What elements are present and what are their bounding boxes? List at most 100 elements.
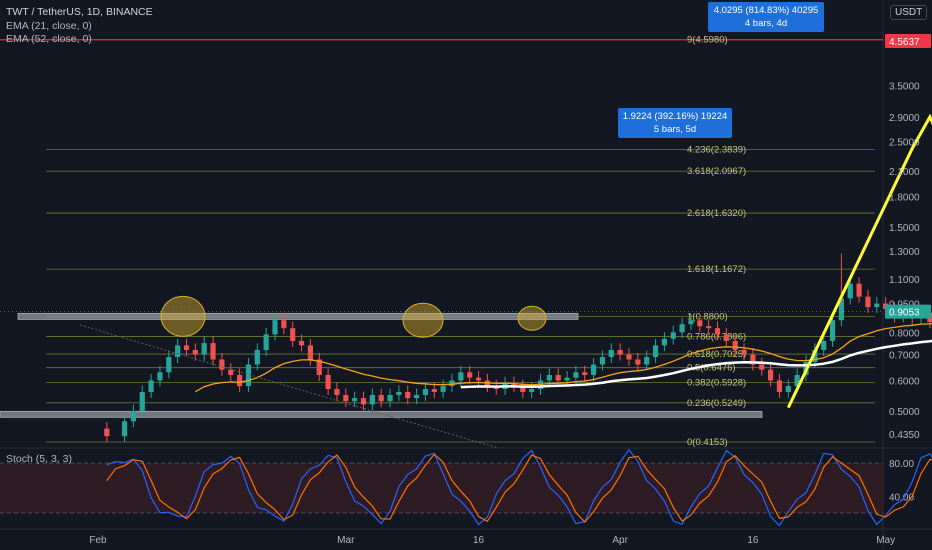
price-label: 0.8000 [889, 328, 920, 339]
candle-body [475, 377, 482, 381]
time-label: May [876, 535, 895, 546]
forecast-drawings[interactable] [79, 41, 932, 449]
candle-body [405, 391, 411, 399]
candle-body [316, 359, 322, 375]
candle-body [263, 334, 269, 350]
candle-body [219, 359, 225, 370]
candle-body [838, 298, 844, 321]
candle-body [635, 359, 641, 365]
candle-body [768, 369, 774, 381]
candle-body [670, 332, 676, 339]
ema21-legend[interactable]: EMA (21, close, 0) [6, 20, 92, 32]
candle-body [210, 343, 216, 360]
trend-line [79, 324, 499, 449]
candle-body [555, 374, 561, 381]
candle-body [467, 372, 473, 378]
stoch-legend[interactable]: Stoch (5, 3, 3) [6, 453, 72, 465]
candle-body [529, 389, 535, 392]
candle-body [183, 345, 190, 350]
candle-body [104, 428, 110, 437]
price-tag [885, 304, 931, 319]
symbol-title[interactable]: TWT / TetherUS, 1D, BINANCE [6, 6, 153, 18]
measure-label-1[interactable]: 1.9224 (392.16%) 19224 5 bars, 5d [618, 108, 732, 138]
stoch-d-line [106, 453, 932, 523]
stoch-axis-label: 40.00 [889, 492, 914, 503]
time-label: Feb [89, 535, 107, 546]
candle-body [626, 354, 632, 360]
price-tag-text: 4.5637 [889, 37, 920, 48]
candle-body [617, 349, 623, 355]
axes: 4.5637 3.5000 2.9000 2.5000 2.1000 1.8000 1.50… [0, 34, 931, 546]
fib-label: 9(4.5980) [687, 35, 728, 46]
candle-body [360, 398, 367, 405]
ema52-legend[interactable]: EMA (52, close, 0) [6, 33, 92, 45]
candle-body [591, 364, 597, 375]
candle-body [608, 349, 614, 358]
fib-label: 0.786(0.7806) [687, 331, 746, 342]
price-label: 0.6000 [889, 376, 920, 387]
fib-label: 0.236(0.5249) [687, 398, 746, 409]
candle-body [714, 328, 721, 335]
price-tag [885, 34, 931, 48]
candle-body [573, 372, 579, 378]
candle-body [847, 283, 853, 299]
candle-body [121, 421, 128, 437]
candle-body [307, 345, 313, 360]
candle-body [139, 391, 145, 411]
candle-body [661, 338, 667, 346]
fib-label: 2.618(1.6320) [687, 208, 746, 219]
candle-body [874, 303, 880, 308]
candle-body [281, 320, 287, 329]
candle-body [856, 283, 862, 297]
fib-label: 1.618(1.1672) [687, 264, 746, 275]
candle-body [431, 389, 437, 392]
candle-body [298, 340, 305, 346]
candle-body [750, 354, 756, 365]
measure-2-line2: 4 bars, 4d [744, 18, 788, 29]
candle-body [520, 386, 526, 392]
candle-body [414, 395, 420, 399]
candle-body [564, 377, 570, 381]
measure-1-line1: 1.9224 (392.16%) 19224 [622, 111, 728, 122]
candle-body [157, 372, 163, 381]
candle-body [334, 389, 340, 396]
candle-body [440, 386, 446, 392]
price-label: 2.1000 [889, 167, 920, 178]
fib-label: 3.618(2.0967) [687, 166, 746, 177]
stoch-k-line [106, 448, 932, 527]
candle-body [387, 395, 393, 402]
support-zone [0, 410, 763, 418]
candle-body [865, 296, 871, 308]
ema-lines [194, 323, 932, 393]
candle-body [245, 364, 252, 387]
price-label: 2.5000 [889, 138, 920, 149]
fib-label: 1(0.8800) [687, 311, 728, 322]
candle-body [369, 395, 375, 405]
price-label: 1.5000 [889, 223, 920, 234]
highlight-circle [160, 295, 206, 337]
currency-button[interactable]: USDT [890, 5, 928, 20]
candle-body [130, 410, 136, 422]
measure-2-line1: 4.0295 (814.83%) 40295 [713, 5, 819, 16]
highlight-circle [517, 305, 547, 331]
price-tag-text: 0.9053 [889, 308, 920, 319]
fibonacci-extension[interactable]: 0(0.4153) 0.236(0.5249) 0.382(0.5928) 0.5(0… [0, 35, 883, 448]
candle-body [741, 349, 747, 355]
candle-body [697, 320, 703, 327]
candle-body [378, 395, 384, 402]
candle-body [449, 380, 455, 387]
candle-body [228, 369, 234, 375]
price-label: 1.1000 [889, 275, 920, 286]
time-label: 16 [473, 535, 485, 546]
candle-body [759, 364, 765, 370]
measure-label-2[interactable]: 4.0295 (814.83%) 40295 4 bars, 4d [708, 2, 824, 32]
highlight-circle [402, 302, 444, 338]
candle-body [582, 372, 588, 375]
candle-body [679, 324, 685, 333]
candle-body [192, 349, 198, 355]
candle-body [732, 340, 738, 350]
forecast-path [786, 113, 932, 409]
price-label: 1.8000 [889, 193, 920, 204]
